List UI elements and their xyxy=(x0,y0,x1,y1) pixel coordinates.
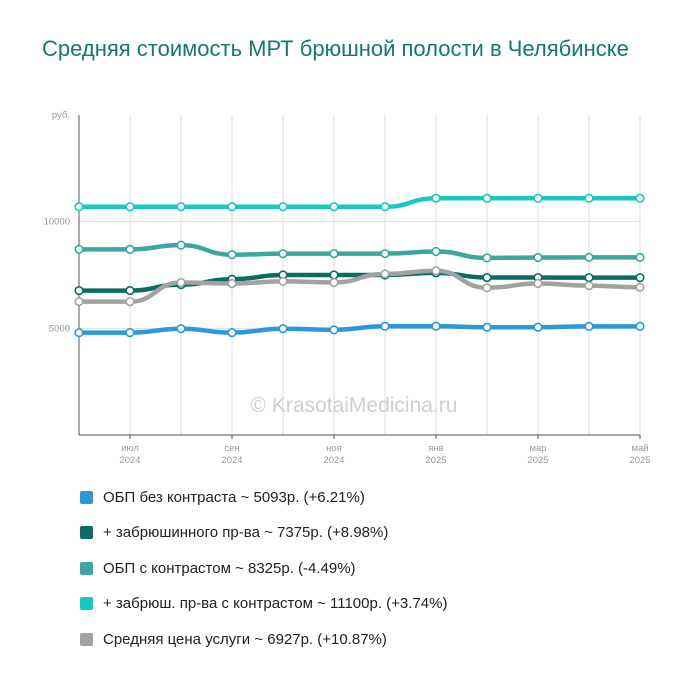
series-line xyxy=(76,195,643,209)
data-point[interactable] xyxy=(74,297,84,307)
data-point[interactable] xyxy=(74,202,84,212)
x-tick-label-month: июл xyxy=(121,443,139,454)
data-point[interactable] xyxy=(533,252,543,263)
data-point[interactable] xyxy=(533,322,543,332)
data-point[interactable] xyxy=(176,324,186,334)
data-point[interactable] xyxy=(329,202,339,212)
data-point[interactable] xyxy=(380,269,390,279)
legend-label: ОБП с контрастом ~ 8325р. (-4.49%) xyxy=(103,559,356,577)
x-tick-label-year: 2024 xyxy=(119,455,140,466)
data-point[interactable] xyxy=(227,328,237,338)
chart-title: Средняя стоимость МРТ брюшной полости в … xyxy=(42,36,629,61)
data-point[interactable] xyxy=(74,285,84,296)
data-point[interactable] xyxy=(482,253,492,263)
y-tick-label: 5000 xyxy=(49,323,70,334)
legend-item[interactable]: + забрюш. пр-ва с контрастом ~ 11100р. (… xyxy=(80,593,447,615)
data-point[interactable] xyxy=(278,324,288,334)
data-point[interactable] xyxy=(227,278,237,289)
series-line xyxy=(76,323,643,335)
data-point[interactable] xyxy=(431,246,441,257)
x-tick-label-month: ноя xyxy=(326,443,342,454)
legend-label: ОБП без контраста ~ 5093р. (+6.21%) xyxy=(103,488,365,506)
series-lines xyxy=(76,195,643,335)
data-point[interactable] xyxy=(482,272,492,283)
data-point[interactable] xyxy=(380,202,390,212)
data-point[interactable] xyxy=(125,328,135,338)
x-tick-label-year: 2025 xyxy=(527,455,548,466)
data-point[interactable] xyxy=(584,252,594,262)
data-point[interactable] xyxy=(584,193,594,203)
legend-item[interactable]: Средняя цена услуги ~ 6927р. (+10.87%) xyxy=(80,628,447,650)
data-point[interactable] xyxy=(482,193,492,203)
legend-label: + забрюшинного пр-ва ~ 7375р. (+8.98%) xyxy=(103,524,389,541)
x-tick-label-year: 2024 xyxy=(323,455,344,466)
series-markers xyxy=(74,193,645,338)
data-point[interactable] xyxy=(227,250,237,260)
data-point[interactable] xyxy=(125,285,135,296)
data-point[interactable] xyxy=(74,244,84,254)
legend-swatch xyxy=(80,597,93,610)
data-point[interactable] xyxy=(176,277,186,288)
data-point[interactable] xyxy=(533,193,543,203)
y-axis-unit-label: руб. xyxy=(52,110,70,121)
data-point[interactable] xyxy=(74,328,84,338)
data-point[interactable] xyxy=(482,322,492,332)
data-point[interactable] xyxy=(176,202,186,212)
line-chart: 500010000руб.июл2024сен2024ноя2024янв202… xyxy=(44,110,651,466)
data-point[interactable] xyxy=(380,249,390,259)
data-point[interactable] xyxy=(278,276,288,287)
data-point[interactable] xyxy=(584,281,594,291)
x-tick-label-year: 2024 xyxy=(221,455,242,466)
data-point[interactable] xyxy=(431,193,441,203)
data-point[interactable] xyxy=(635,193,645,203)
data-point[interactable] xyxy=(176,240,186,250)
legend-label: Средняя цена услуги ~ 6927р. (+10.87%) xyxy=(103,630,387,648)
data-point[interactable] xyxy=(584,273,594,283)
data-point[interactable] xyxy=(533,278,543,289)
x-tick-label-year: 2025 xyxy=(629,455,650,466)
y-tick-label: 10000 xyxy=(44,217,70,228)
x-tick-label-month: сен xyxy=(224,443,239,454)
data-point[interactable] xyxy=(431,266,441,276)
data-point[interactable] xyxy=(635,321,645,331)
data-point[interactable] xyxy=(125,244,135,254)
legend-item[interactable]: + забрюшинного пр-ва ~ 7375р. (+8.98%) xyxy=(80,522,447,544)
legend: ОБП без контраста ~ 5093р. (+6.21%) + заб… xyxy=(80,486,447,664)
x-tick-label-year: 2025 xyxy=(425,455,446,466)
legend-swatch xyxy=(80,526,93,539)
series-line xyxy=(76,242,643,261)
axes: 500010000руб.июл2024сен2024ноя2024янв202… xyxy=(44,110,651,466)
legend-swatch xyxy=(80,561,93,575)
data-point[interactable] xyxy=(635,282,645,292)
data-point[interactable] xyxy=(431,321,441,331)
data-point[interactable] xyxy=(125,297,135,307)
data-point[interactable] xyxy=(329,249,339,259)
data-point[interactable] xyxy=(482,283,492,293)
legend-label: + забрюш. пр-ва с контрастом ~ 11100р. (… xyxy=(103,595,448,612)
data-point[interactable] xyxy=(278,249,288,259)
data-point[interactable] xyxy=(584,321,594,331)
data-point[interactable] xyxy=(380,321,390,331)
data-point[interactable] xyxy=(227,202,237,212)
data-point[interactable] xyxy=(329,270,339,280)
legend-item[interactable]: ОБП с контрастом ~ 8325р. (-4.49%) xyxy=(80,557,447,579)
data-point[interactable] xyxy=(125,202,135,212)
x-tick-label-month: янв xyxy=(428,443,443,454)
data-point[interactable] xyxy=(329,277,339,288)
data-point[interactable] xyxy=(635,252,645,262)
legend-swatch xyxy=(80,632,93,646)
data-point[interactable] xyxy=(329,325,339,335)
watermark: © KrasotaiMedicina.ru xyxy=(251,394,458,417)
legend-item[interactable]: ОБП без контраста ~ 5093р. (+6.21%) xyxy=(80,486,447,508)
legend-swatch xyxy=(80,490,93,504)
data-point[interactable] xyxy=(635,273,645,283)
data-point[interactable] xyxy=(278,202,288,212)
x-tick-label-month: мар xyxy=(529,443,546,454)
x-tick-label-month: май xyxy=(631,443,648,454)
